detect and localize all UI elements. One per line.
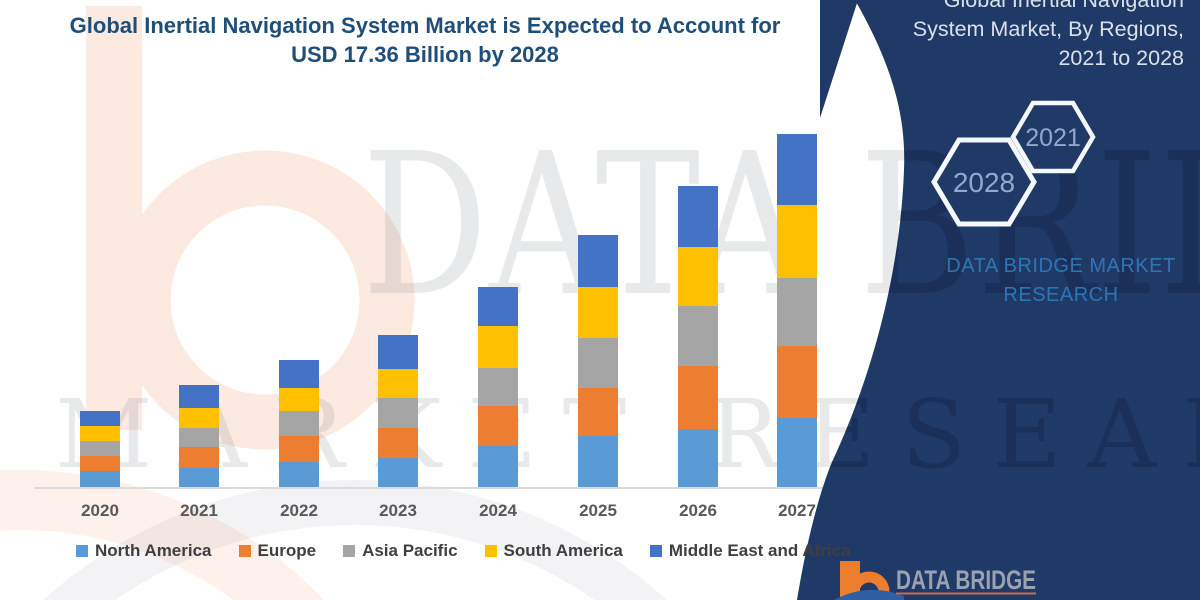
bar-2022	[279, 360, 319, 487]
chart-title-line1: Global Inertial Navigation System Market…	[69, 13, 781, 38]
bar-segment-2026-asia-pacific	[678, 306, 718, 366]
legend-label: Middle East and Africa	[668, 541, 851, 560]
x-axis-label-2026: 2026	[679, 501, 717, 520]
legend-swatch-icon	[76, 545, 88, 557]
bar-segment-2023-middle-east-and-africa	[378, 335, 418, 369]
bar-segment-2024-europe	[478, 406, 518, 446]
legend-label: Europe	[257, 541, 317, 560]
bar-2024	[478, 287, 518, 487]
bar-segment-2022-south-america	[279, 388, 319, 411]
bar-segment-2027-south-america	[777, 205, 817, 278]
bar-segment-2026-north-america	[678, 429, 718, 487]
x-axis-label-2022: 2022	[280, 501, 318, 520]
x-axis-line	[34, 487, 847, 489]
bar-segment-2023-north-america	[378, 458, 418, 487]
bar-segment-2026-europe	[678, 366, 718, 429]
data-bridge-b-logo-icon	[834, 561, 904, 600]
bar-segment-2023-asia-pacific	[378, 398, 418, 428]
bar-segment-2025-south-america	[578, 287, 618, 338]
bar-segment-2020-middle-east-and-africa	[80, 411, 120, 426]
bar-2025	[578, 235, 618, 487]
data-bridge-b-watermark	[86, 6, 415, 450]
bar-segment-2021-asia-pacific	[179, 428, 219, 447]
bar-segment-2021-south-america	[179, 408, 219, 428]
bar-segment-2024-north-america	[478, 446, 518, 487]
bar-segment-2025-middle-east-and-africa	[578, 235, 618, 287]
bar-segment-2020-south-america	[80, 426, 120, 441]
bar-segment-2022-north-america	[279, 462, 319, 487]
bar-segment-2027-middle-east-and-africa	[777, 134, 817, 205]
x-axis-label-2025: 2025	[579, 501, 617, 520]
legend-swatch-icon	[484, 545, 497, 557]
legend-item-europe: Europe	[238, 541, 317, 561]
footer-brand-underline	[896, 592, 1036, 595]
legend-swatch-icon	[238, 545, 251, 557]
chart-legend: North America Europe Asia Pacific South Ame…	[76, 541, 851, 561]
footer-sub-text: MARKET RESEARCH	[896, 598, 1036, 600]
bar-segment-2024-middle-east-and-africa	[478, 287, 518, 326]
legend-item-north-america: North America	[76, 541, 212, 561]
bar-2026	[678, 186, 718, 487]
x-axis-label-2021: 2021	[180, 501, 218, 520]
bar-segment-2026-south-america	[678, 247, 718, 306]
x-axis-label-2027: 2027	[778, 501, 816, 520]
footer-brand-text: DATA BRIDGE	[896, 565, 1036, 595]
legend-item-south-america: South America	[484, 541, 623, 561]
bar-2020	[80, 411, 120, 487]
bar-segment-2027-europe	[777, 346, 817, 418]
legend-label: South America	[503, 541, 623, 560]
bar-segment-2020-north-america	[80, 471, 120, 487]
x-axis-label-2023: 2023	[379, 501, 417, 520]
panel-watermark-row2: MARKET RESEARCH	[820, 380, 1183, 490]
legend-item-asia-pacific: Asia Pacific	[343, 541, 458, 561]
bar-segment-2020-europe	[80, 456, 120, 471]
bar-segment-2021-europe	[179, 447, 219, 468]
bar-segment-2027-north-america	[777, 418, 817, 487]
bar-segment-2025-europe	[578, 388, 618, 436]
bar-2023	[378, 335, 418, 487]
legend-swatch-icon	[649, 545, 662, 557]
x-axis-label-2020: 2020	[81, 501, 119, 520]
bar-segment-2027-asia-pacific	[777, 278, 817, 346]
bar-segment-2025-north-america	[578, 436, 618, 487]
legend-label: Asia Pacific	[362, 541, 458, 560]
bar-segment-2026-middle-east-and-africa	[678, 186, 718, 247]
legend-swatch-icon	[343, 545, 356, 557]
bar-segment-2021-north-america	[179, 468, 219, 487]
bar-segment-2021-middle-east-and-africa	[179, 385, 219, 408]
bar-2027	[777, 134, 817, 487]
bar-segment-2024-asia-pacific	[478, 368, 518, 406]
bar-segment-2023-europe	[378, 428, 418, 458]
bar-segment-2020-asia-pacific	[80, 441, 120, 456]
legend-item-middle-east-and-africa: Middle East and Africa	[649, 541, 851, 561]
bar-segment-2022-europe	[279, 436, 319, 462]
bar-segment-2022-asia-pacific	[279, 411, 319, 436]
chart-title-line2: USD 17.36 Billion by 2028	[291, 42, 559, 67]
bar-segment-2022-middle-east-and-africa	[279, 360, 319, 388]
legend-label: North America	[95, 541, 212, 560]
x-axis-label-2024: 2024	[479, 501, 517, 520]
bar-segment-2023-south-america	[378, 369, 418, 398]
chart-title: Global Inertial Navigation System Market…	[40, 11, 810, 69]
bar-segment-2024-south-america	[478, 326, 518, 368]
bar-segment-2025-asia-pacific	[578, 338, 618, 388]
bar-2021	[179, 385, 219, 487]
